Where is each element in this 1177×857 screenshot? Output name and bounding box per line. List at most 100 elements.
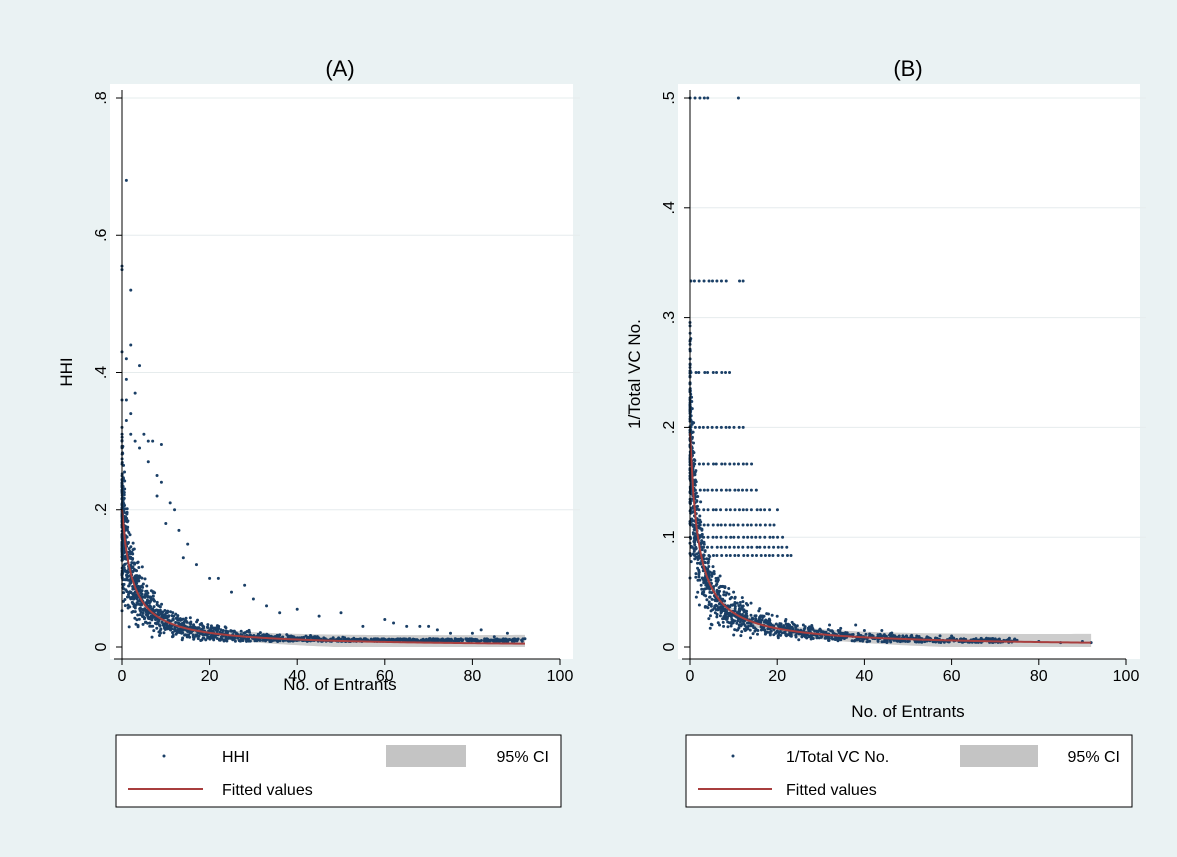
panel-b-row-point [741,508,745,512]
panel-b-row-point [771,535,775,539]
panel-b-cloud-point [708,614,712,618]
panel-b-cloud-point [779,633,783,637]
panel-b-row-point [767,545,771,549]
panel-a-cloud-point [243,631,247,635]
panel-b-cloud-point [706,560,710,564]
panel-a-cloud-point [163,609,167,613]
panel-b-cloud-point [810,623,814,627]
panel-b-cloud-point [777,630,781,634]
panel-b-row-point [728,488,732,492]
panel-a-cloud-point [181,622,185,626]
panel-b-cloud-point [754,614,758,618]
panel-b-cloud-point [979,636,983,640]
panel-b-row-point [703,371,707,374]
panel-b-row-point [710,545,714,549]
panel-a-gridlines [122,97,580,511]
panel-b-row-point [776,545,780,549]
panel-b-row-point [720,554,724,558]
panel-a-point [168,501,172,505]
panel-b-cloud-point [839,626,843,630]
panel-b-row-point [755,545,759,549]
panel-a-cloud-point [145,584,149,588]
panel-a-cloud-point [138,607,142,611]
panel-b-row-point [706,535,710,539]
panel-a-cloud-point [220,637,224,641]
panel-a-cloud-point [135,581,139,585]
panel-b-cloud-point [705,586,709,590]
panel-b-cloud-point [729,624,733,628]
panel-b-cloud-point [700,548,704,552]
panel-a-cloud-point [486,637,490,641]
panel-a-cloud-point [191,635,195,639]
panel-b-cloud-point [704,594,708,598]
panel-a-point [133,391,137,395]
panel-b-cloud-point [743,628,747,632]
panel-a-point [142,432,146,436]
panel-b-row-point [746,535,750,539]
panel-b-cloud-point [733,601,737,605]
panel-b-cloud-point [815,636,819,640]
panel-a-cloud-point [200,621,204,625]
panel-b-y-label: 1/Total VC No. [625,319,644,429]
panel-b-row-point [750,462,754,466]
panel-a-cloud-point [151,608,155,612]
panel-a-cloud-point [233,639,237,643]
panel-a-cloud-point [128,590,132,594]
panel-b-row-point [737,425,741,429]
panel-a-cloud-point [127,530,131,534]
panel-a-cloud-point [196,637,200,641]
panel-b-row-point [736,545,740,549]
panel-b-row-point [768,523,772,527]
panel-a-cloud-point [225,631,229,635]
panel-b-row-point [758,535,762,539]
panel-a-cloud-point [171,630,175,634]
panel-b-row-point [701,462,705,466]
panel-b-cloud-point [850,639,854,643]
panel-a-cloud-point [264,639,268,643]
panel-b-row-point [745,508,749,512]
panel-b-point [740,596,744,600]
panel-b-row-point [746,545,750,549]
panel-a-y-tick-label: 0 [93,642,110,651]
panel-a-cloud-point [184,616,188,620]
panel-a-cloud-point [440,637,444,641]
panel-a-cloud-point [158,624,162,628]
panel-b-cloud-point [695,561,699,565]
panel-a-cloud-point [159,612,163,616]
panel-b-row-point [706,488,710,492]
panel-a-cloud-point [197,634,201,638]
panel-b-cloud-point [704,583,708,587]
panel-b-cloud-point [718,623,722,627]
panel-b-cloud-point [760,618,764,622]
panel-b-row-point [763,508,767,512]
panel-a-point [129,343,133,347]
panel-a-cloud-point [198,632,202,636]
panel-b-cloud-point [716,621,720,625]
panel-b-cloud-point [694,491,698,495]
panel-a-cloud-point [213,627,217,631]
panel-a-point [124,178,128,182]
panel-a-cloud-point [255,639,259,643]
panel-b-row-point [768,535,772,539]
panel-b-cloud-point [876,633,880,637]
panel-b-row-point [716,523,720,527]
panel-b-cloud-point [840,636,844,640]
panel-b-cloud-point [698,526,702,530]
panel-b-row-point [693,425,697,429]
panel-b-cloud-point [857,633,861,637]
panel-b-x-tick-label: 100 [1113,668,1140,685]
panel-a-cloud-point [236,636,240,640]
panel-b-row-point [698,425,702,429]
panel-b-row-point [763,535,767,539]
panel-a-cloud-point [123,479,127,483]
panel-a-cloud-point [157,634,161,638]
panel-b-row-point [702,523,706,527]
panel-b-row-point [711,554,715,558]
panel-b-row-point [785,545,789,549]
panel-a-point [186,542,190,546]
panel-b-row-point [746,554,750,558]
panel-a-point [129,432,133,436]
panel-b-cloud-point [707,617,711,621]
panel-b-row-point [741,523,745,527]
panel-a-cloud-point [159,627,163,631]
